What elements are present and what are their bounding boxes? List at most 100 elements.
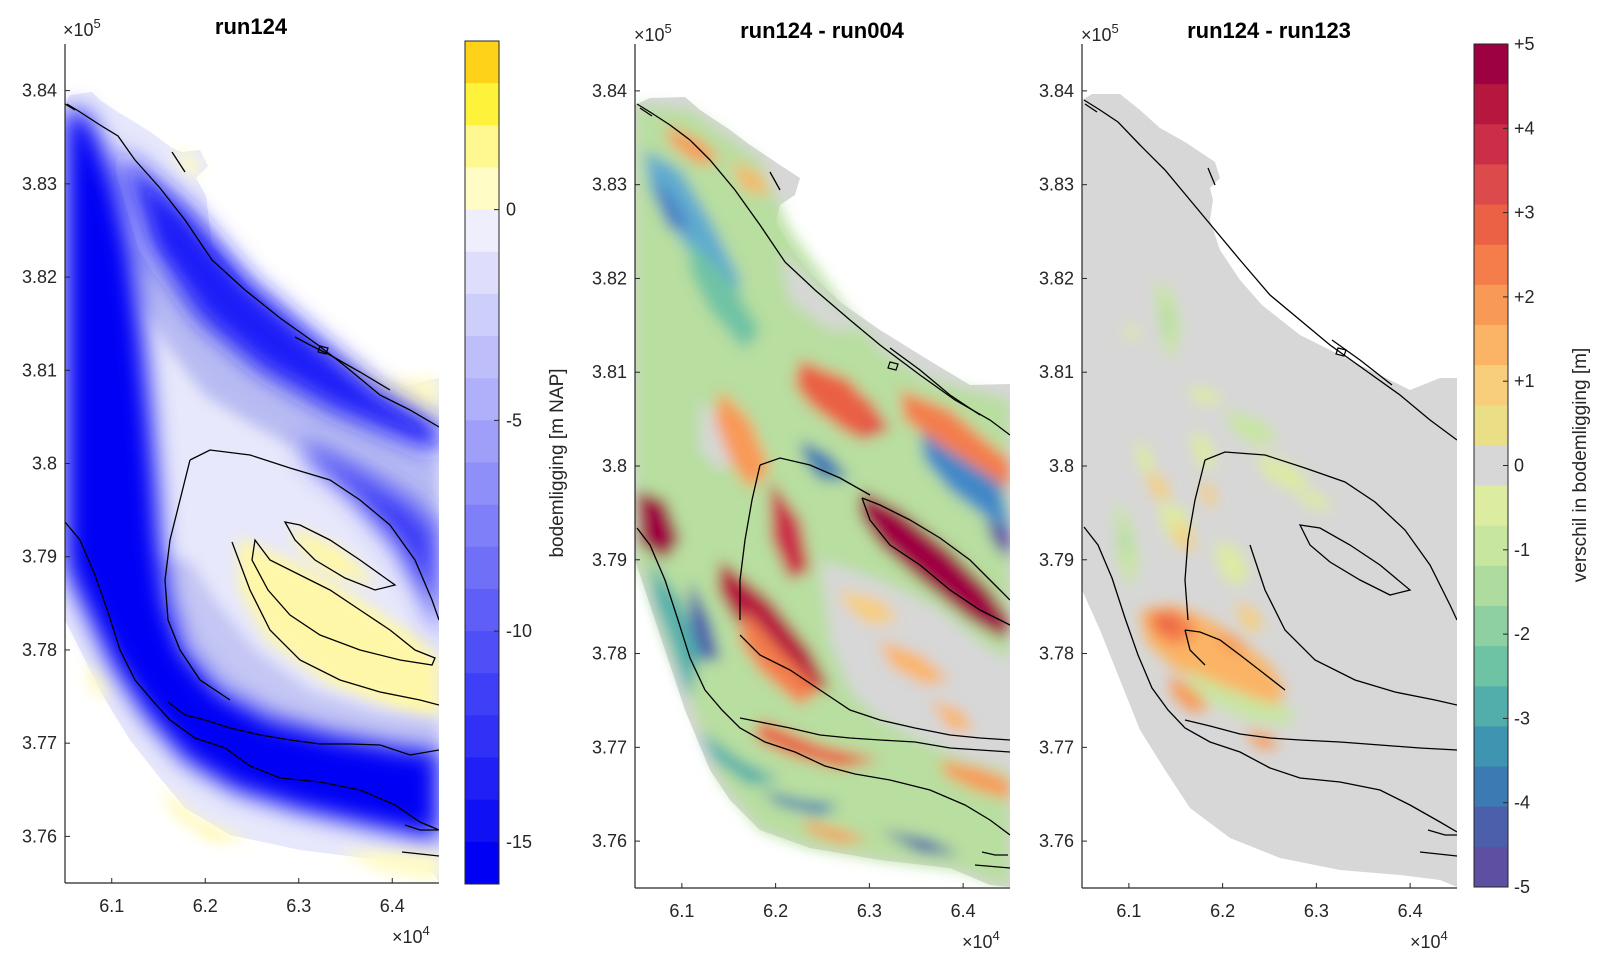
x-ticks-2: 6.1 6.2 6.3 6.4	[669, 883, 976, 921]
x-tick-label: 6.1	[1116, 901, 1141, 921]
y-tick-label: 3.76	[592, 831, 627, 851]
colorbar-step	[1474, 766, 1508, 808]
y-tick-label: 3.76	[22, 826, 57, 846]
x-ticks-3: 6.1 6.2 6.3 6.4	[1116, 883, 1423, 921]
small-island	[317, 345, 329, 355]
shoal-areas	[86, 150, 439, 882]
y-tick-label: 3.79	[592, 550, 627, 570]
colorbar-tick-label: -1	[1514, 540, 1530, 560]
y-tick-label: 3.83	[592, 175, 627, 195]
x-tick-label: 6.4	[951, 901, 976, 921]
y-tick-label: 3.84	[22, 81, 57, 101]
colorbar-tick-label: +2	[1514, 287, 1535, 307]
depth-contours	[1083, 99, 1457, 857]
colorbar-depth-ticks: 0 -5 -10 -15	[494, 200, 532, 852]
colorbar-step	[1474, 686, 1508, 727]
x-tick-label: 6.3	[1304, 901, 1329, 921]
colorbar-step	[1474, 606, 1508, 647]
colorbar-step	[1474, 525, 1508, 567]
x-tick-label: 6.2	[1210, 901, 1235, 921]
colorbar-step	[465, 420, 499, 463]
colorbar-step	[1474, 124, 1508, 165]
colorbar-step	[1474, 244, 1508, 286]
colorbar-step	[465, 125, 499, 168]
depth-contours	[636, 103, 1010, 869]
colorbar-step	[465, 336, 499, 379]
colorbar-step	[1474, 84, 1508, 125]
colorbar-step	[465, 209, 499, 253]
x-tick-label: 6.1	[99, 896, 124, 916]
y-tick-label: 3.79	[22, 547, 57, 567]
y-exponent-label: ×105	[634, 21, 672, 45]
y-ticks-2: 3.76 3.77 3.78 3.79 3.8 3.81 3.82 3.83 3.84	[592, 81, 640, 851]
y-exponent-label: ×105	[1081, 21, 1119, 45]
depth-contours	[65, 103, 439, 857]
colorbar-step	[465, 251, 499, 295]
x-exponent-label: ×104	[1410, 928, 1448, 952]
colorbar-depth-steps	[465, 41, 499, 885]
x-exponent-label: ×104	[962, 928, 1000, 952]
colorbar-step	[465, 293, 499, 337]
panel-title: run124	[215, 14, 288, 39]
colorbar-tick-label: -5	[1514, 877, 1530, 897]
colorbar-step	[465, 41, 499, 84]
colorbar-tick-label: -15	[506, 832, 532, 852]
small-island	[887, 361, 899, 371]
colorbar-tick-label: +1	[1514, 371, 1535, 391]
x-ticks-1: 6.1 6.2 6.3 6.4	[99, 878, 405, 916]
colorbar-step	[1474, 365, 1508, 406]
y-ticks-1: 3.76 3.77 3.78 3.79 3.8 3.81 3.82 3.83 3.84	[22, 81, 70, 846]
colorbar-tick-label: -3	[1514, 708, 1530, 728]
x-tick-label: 6.4	[380, 896, 405, 916]
colorbar-difference-ticks: +5 +4 +3 +2 +1 0 -1 -2 -3 -4 -5	[1503, 34, 1535, 897]
panel-title: run124 - run004	[740, 18, 905, 43]
colorbar-depth: 0 -5 -10 -15 bodemligging [m NAP]	[464, 40, 568, 885]
colorbar-tick-label: +3	[1514, 203, 1535, 223]
colorbar-difference-label: verschil in bodemligging [m]	[1570, 348, 1591, 582]
x-tick-label: 6.2	[763, 901, 788, 921]
colorbar-step	[465, 546, 499, 590]
colorbar-step	[465, 462, 499, 506]
colorbar-step	[1474, 646, 1508, 687]
panel-run124-run123: 6.1 6.2 6.3 6.4 3.76 3.77 3.78 3.79 3.8 3.81 3.82…	[1039, 18, 1457, 952]
colorbar-step	[465, 841, 499, 885]
y-tick-label: 3.77	[22, 733, 57, 753]
colorbar-step	[1474, 806, 1508, 848]
colorbar-difference-steps	[1474, 44, 1508, 888]
x-exponent-label: ×104	[392, 923, 430, 947]
colorbar-step	[465, 799, 499, 843]
small-island	[1335, 347, 1347, 357]
x-tick-label: 6.3	[857, 901, 882, 921]
deep-channel	[65, 110, 439, 840]
y-tick-label: 3.78	[22, 640, 57, 660]
colorbar-tick-label: 0	[1514, 456, 1524, 476]
colorbar-step	[465, 83, 499, 126]
x-tick-label: 6.4	[1398, 901, 1423, 921]
colorbar-step	[1474, 284, 1508, 326]
colorbar-tick-label: -5	[506, 410, 522, 430]
y-tick-label: 3.77	[1039, 737, 1074, 757]
y-tick-label: 3.81	[22, 360, 57, 380]
difference-field	[635, 105, 1010, 887]
y-tick-label: 3.78	[592, 644, 627, 664]
y-tick-label: 3.76	[1039, 831, 1074, 851]
y-tick-label: 3.8	[602, 456, 627, 476]
y-tick-label: 3.81	[592, 362, 627, 382]
y-tick-label: 3.82	[1039, 268, 1074, 288]
y-tick-label: 3.78	[1039, 644, 1074, 664]
y-tick-label: 3.79	[1039, 550, 1074, 570]
colorbar-step	[465, 715, 499, 759]
panel-title: run124 - run123	[1187, 18, 1351, 43]
colorbar-step	[1474, 164, 1508, 206]
colorbar-step	[1474, 44, 1508, 85]
x-tick-label: 6.1	[669, 901, 694, 921]
colorbar-step	[1474, 726, 1508, 768]
x-tick-label: 6.3	[286, 896, 311, 916]
colorbar-step	[465, 588, 499, 632]
colorbar-step	[1474, 565, 1508, 607]
colorbar-tick-label: +4	[1514, 118, 1535, 138]
map-run124-run004	[635, 97, 1010, 887]
colorbar-tick-label: 0	[506, 200, 516, 220]
colorbar-step	[465, 504, 499, 548]
y-exponent-label: ×105	[63, 16, 101, 40]
